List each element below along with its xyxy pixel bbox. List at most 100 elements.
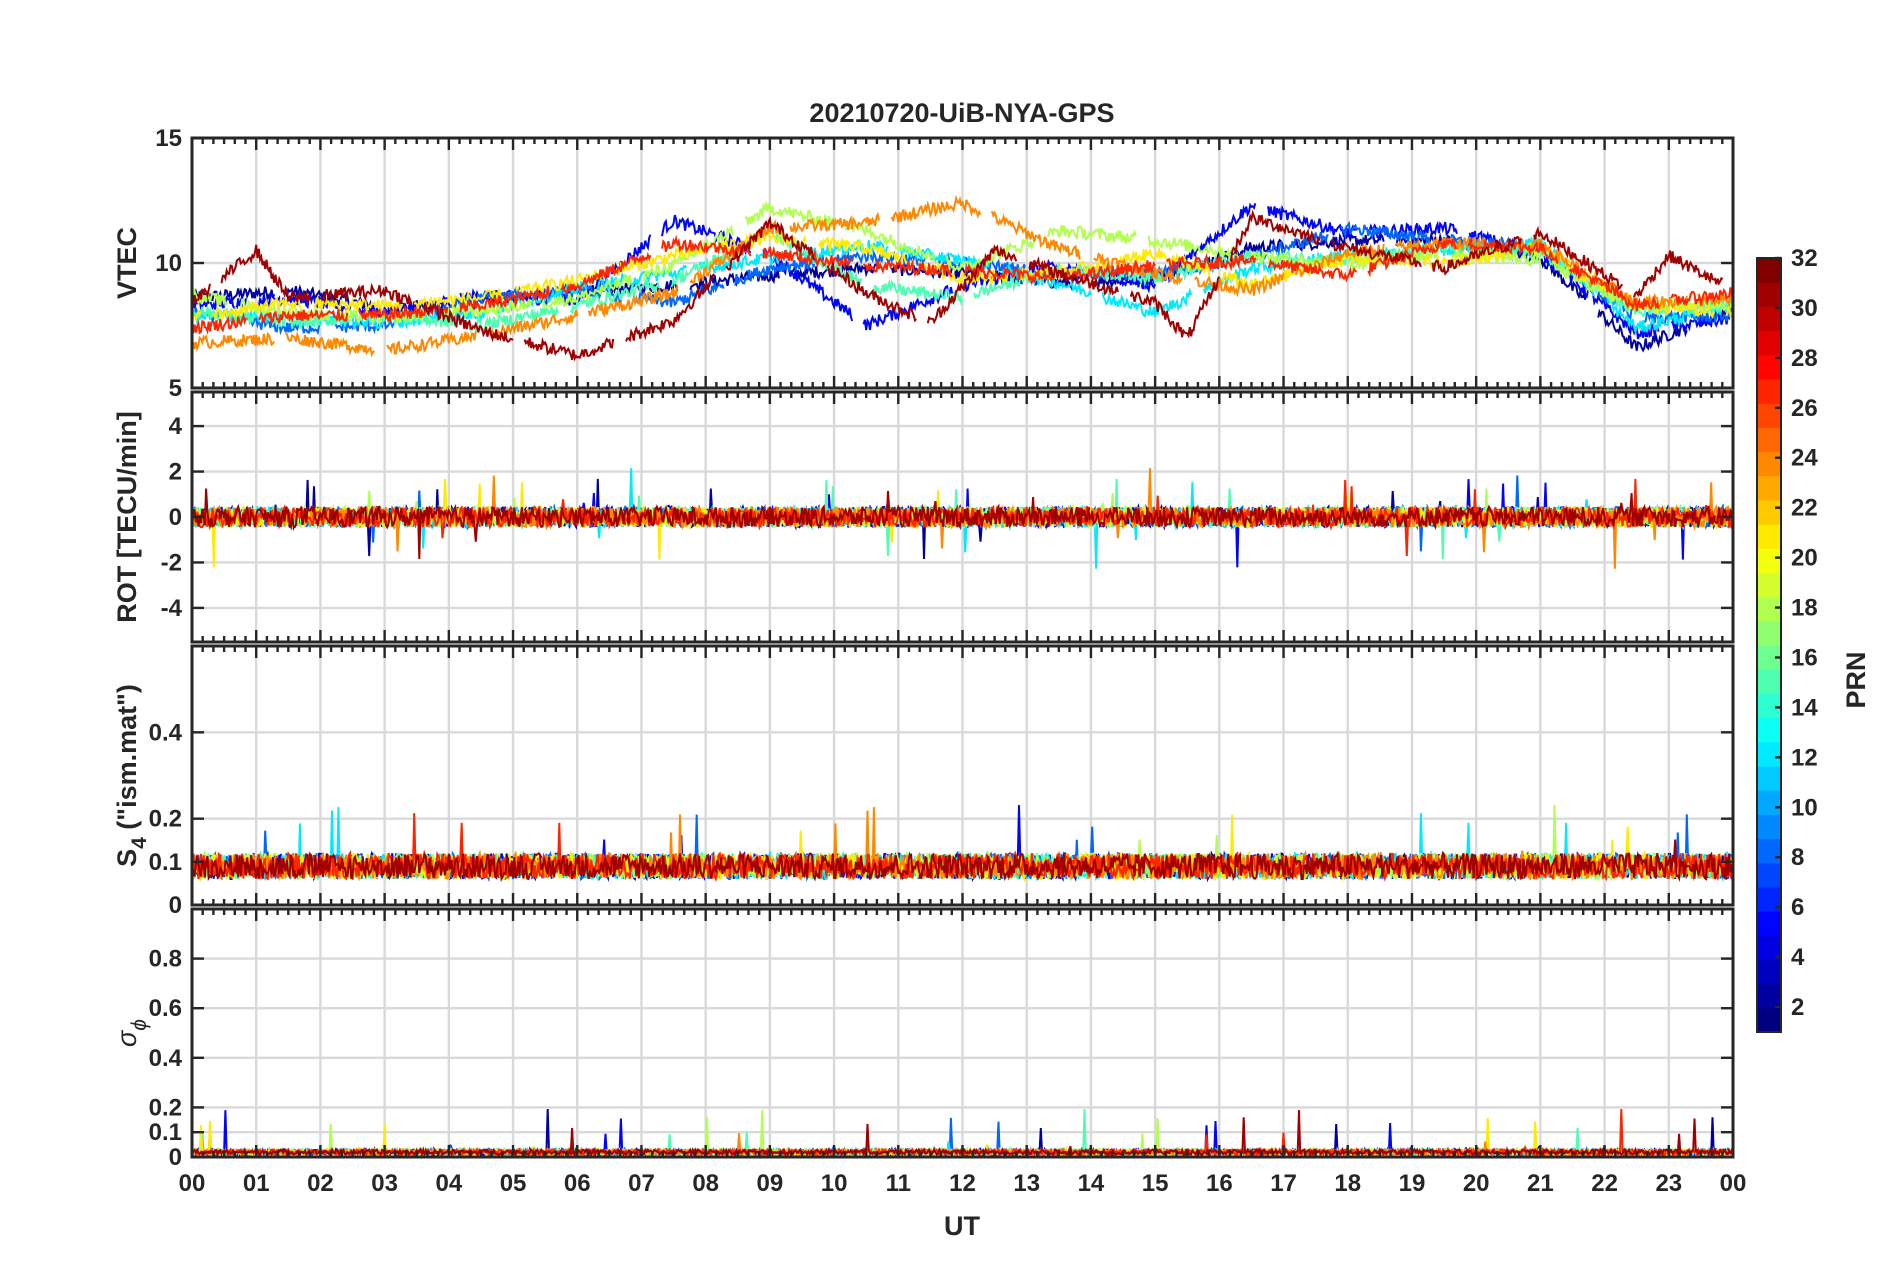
colorbar-segment bbox=[1757, 548, 1781, 574]
series-line-prn-31 bbox=[191, 839, 1734, 883]
y-tick-label: 5 bbox=[169, 375, 182, 402]
y-tick-label: 15 bbox=[155, 125, 182, 152]
colorbar-tick-label: 4 bbox=[1791, 944, 1805, 971]
colorbar-segment bbox=[1757, 717, 1781, 743]
y-tick-label: 0.2 bbox=[149, 1094, 182, 1121]
colorbar-tick-label: 32 bbox=[1791, 245, 1818, 272]
chart-title: 20210720-UiB-NYA-GPS bbox=[809, 98, 1114, 128]
colorbar-segment bbox=[1757, 838, 1781, 864]
colorbar-tick-label: 18 bbox=[1791, 595, 1818, 622]
colorbar-segment bbox=[1757, 814, 1781, 840]
x-tick-label: 21 bbox=[1527, 1170, 1554, 1197]
colorbar-tick-label: 20 bbox=[1791, 545, 1818, 572]
colorbar-segment bbox=[1757, 669, 1781, 694]
x-tick-label: 19 bbox=[1399, 1170, 1426, 1197]
panel-vtec: 5 10 15 VTEC bbox=[112, 125, 1735, 402]
y-axis-label: σϕ bbox=[112, 1019, 151, 1047]
colorbar-segment bbox=[1757, 572, 1781, 598]
colorbar-tick-label: 22 bbox=[1791, 495, 1818, 522]
y-tick-label: -2 bbox=[161, 549, 182, 576]
series-line-prn-31 bbox=[191, 209, 1724, 362]
colorbar-tick-label: 26 bbox=[1791, 395, 1818, 422]
x-tick-label: 00 bbox=[179, 1170, 206, 1197]
series-group bbox=[191, 194, 1734, 362]
colorbar-segment bbox=[1757, 451, 1781, 477]
y-axis-label-main: S bbox=[112, 849, 142, 867]
colorbar-segment bbox=[1757, 258, 1781, 283]
colorbar-segment bbox=[1757, 959, 1781, 985]
series-line-prn-27 bbox=[191, 234, 1734, 335]
y-axis-label-main: σ bbox=[112, 1029, 142, 1047]
colorbar-tick-label: 28 bbox=[1791, 345, 1818, 372]
panel-rot: -4 -2 0 2 4 ROT [TECU/min] bbox=[112, 390, 1735, 644]
x-tick-label: 00 bbox=[1720, 1170, 1747, 1197]
x-tick-label: 16 bbox=[1206, 1170, 1233, 1197]
y-axis-label: VTEC bbox=[112, 227, 142, 299]
series-line-prn-31 bbox=[191, 488, 1734, 560]
colorbar-segment bbox=[1757, 524, 1781, 549]
colorbar-tick-label: 30 bbox=[1791, 295, 1818, 322]
y-tick-label: 0 bbox=[169, 892, 182, 919]
colorbar-segment bbox=[1757, 596, 1781, 622]
x-tick-label: 01 bbox=[243, 1170, 270, 1197]
colorbar-segment bbox=[1757, 983, 1781, 1009]
colorbar-segment bbox=[1757, 378, 1781, 404]
x-tick-label: 09 bbox=[757, 1170, 784, 1197]
x-tick-label: 18 bbox=[1334, 1170, 1361, 1197]
colorbar-tick-label: 16 bbox=[1791, 644, 1818, 671]
colorbar-segment bbox=[1757, 693, 1781, 719]
y-tick-label: 0.4 bbox=[149, 1045, 183, 1072]
y-tick-label: 2 bbox=[169, 459, 182, 486]
series-group bbox=[191, 805, 1734, 883]
colorbar-segment bbox=[1757, 911, 1781, 936]
colorbar-tick-label: 8 bbox=[1791, 844, 1804, 871]
colorbar-tick-label: 2 bbox=[1791, 994, 1804, 1021]
y-tick-label: 4 bbox=[169, 413, 183, 440]
y-axis-label: ROT [TECU/min] bbox=[112, 411, 142, 622]
x-tick-label: 02 bbox=[307, 1170, 334, 1197]
x-axis-label: UT bbox=[944, 1211, 980, 1241]
colorbar-tick-label: 12 bbox=[1791, 744, 1818, 771]
colorbar-segment bbox=[1757, 282, 1781, 307]
x-tick-label: 20 bbox=[1463, 1170, 1490, 1197]
x-tick-label: 11 bbox=[886, 1170, 911, 1197]
y-tick-label: 0 bbox=[169, 1144, 182, 1171]
x-tick-label: 04 bbox=[435, 1170, 462, 1197]
y-axis-label-sub: 4 bbox=[128, 837, 151, 849]
x-tick-label: 12 bbox=[949, 1170, 976, 1197]
x-tick-label: 05 bbox=[500, 1170, 527, 1197]
colorbar-label: PRN bbox=[1841, 651, 1871, 708]
colorbar-tick-label: 24 bbox=[1791, 445, 1818, 472]
colorbar-frame bbox=[1756, 257, 1782, 1033]
colorbar-segment bbox=[1757, 427, 1781, 453]
panel-s4: 00.10.20.4S4 ("ism.mat") bbox=[112, 644, 1735, 919]
colorbar-segment bbox=[1757, 741, 1781, 767]
x-tick-label: 06 bbox=[564, 1170, 591, 1197]
y-tick-label: 0.2 bbox=[149, 806, 182, 833]
colorbar-tick-label: 14 bbox=[1791, 694, 1818, 721]
y-axis-label-sub: ϕ bbox=[128, 1019, 151, 1031]
y-tick-label: 0.8 bbox=[149, 946, 182, 973]
series-line-prn-21 bbox=[191, 814, 1734, 883]
y-tick-label: 0.1 bbox=[149, 1119, 182, 1146]
colorbar-tick-label: 10 bbox=[1791, 794, 1818, 821]
y-tick-label: -4 bbox=[161, 595, 183, 622]
x-tick-label: 15 bbox=[1142, 1170, 1169, 1197]
colorbar-segment bbox=[1757, 765, 1781, 791]
y-tick-label: 0.6 bbox=[149, 995, 182, 1022]
colorbar-segment bbox=[1757, 1007, 1781, 1033]
series-group bbox=[191, 468, 1734, 569]
y-tick-label: 0 bbox=[169, 504, 182, 531]
colorbar-segment bbox=[1757, 499, 1781, 525]
colorbar-segment bbox=[1757, 330, 1781, 356]
colorbar-segment bbox=[1757, 620, 1781, 646]
x-tick-label: 23 bbox=[1655, 1170, 1682, 1197]
panel-sigma: 00.10.2 0.4 0.6 0.8 σϕ bbox=[112, 907, 1735, 1171]
x-tick-label: 13 bbox=[1013, 1170, 1040, 1197]
y-tick-label: 0.4 bbox=[149, 719, 183, 746]
colorbar-segment bbox=[1757, 306, 1781, 332]
colorbar-tick-label: 6 bbox=[1791, 894, 1804, 921]
x-tick-label: 07 bbox=[628, 1170, 655, 1197]
